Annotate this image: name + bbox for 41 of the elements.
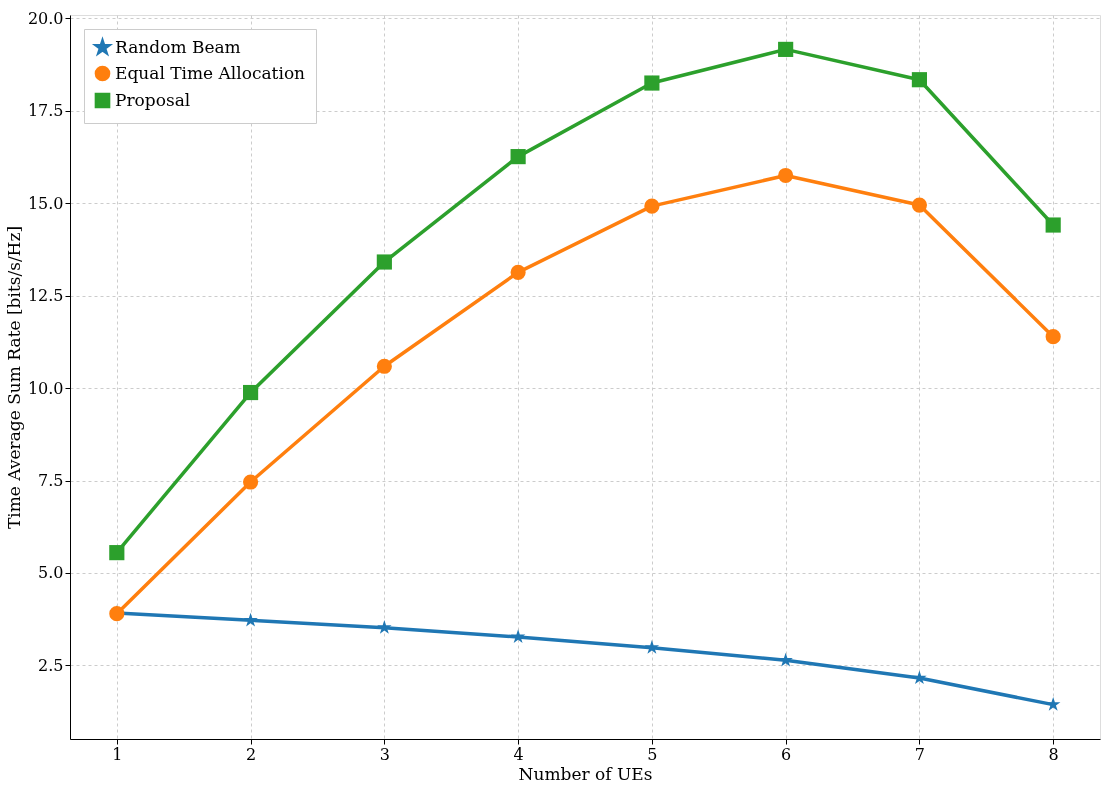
x-tick-label: 6 bbox=[781, 744, 792, 764]
legend-label: Equal Time Allocation bbox=[115, 62, 306, 83]
point bbox=[644, 640, 660, 654]
x-tick-label: 3 bbox=[379, 744, 390, 764]
y-tick-label: 5.0 bbox=[38, 563, 64, 583]
point bbox=[243, 612, 258, 627]
point bbox=[1045, 217, 1061, 233]
x-tick-label: 5 bbox=[647, 744, 658, 764]
x-tick-label: 1 bbox=[112, 744, 123, 764]
y-tick-label: 17.5 bbox=[27, 101, 64, 121]
point bbox=[911, 197, 927, 213]
point bbox=[510, 629, 526, 644]
y-tick-label: 20.0 bbox=[27, 8, 64, 28]
y-tick-label: 15.0 bbox=[27, 193, 64, 213]
x-tick-label: 7 bbox=[914, 744, 926, 764]
y-tick-label: 2.5 bbox=[38, 655, 64, 675]
point bbox=[109, 545, 125, 561]
point bbox=[510, 264, 526, 280]
point bbox=[243, 384, 259, 401]
point bbox=[778, 41, 794, 57]
point bbox=[912, 670, 927, 685]
x-axis-title: Number of UEs bbox=[518, 763, 653, 784]
point bbox=[778, 167, 794, 184]
point bbox=[377, 620, 392, 634]
legend-label: Random Beam bbox=[115, 36, 241, 57]
x-tick-label: 4 bbox=[513, 744, 524, 764]
y-tick-label: 10.0 bbox=[27, 378, 64, 398]
point bbox=[243, 474, 259, 490]
x-tick-label: 8 bbox=[1048, 744, 1059, 764]
point bbox=[644, 75, 660, 91]
point bbox=[510, 149, 526, 165]
x-tick-label: 2 bbox=[245, 744, 257, 764]
point bbox=[376, 254, 392, 270]
y-tick-label: 7.5 bbox=[38, 471, 64, 491]
legend-label: Proposal bbox=[115, 89, 191, 110]
point bbox=[644, 198, 660, 214]
point bbox=[911, 72, 927, 88]
y-axis-title: Time Average Sum Rate [bits/s/Hz] bbox=[3, 225, 24, 530]
point bbox=[376, 358, 392, 374]
y-tick-label: 12.5 bbox=[27, 286, 64, 306]
point bbox=[1045, 329, 1061, 345]
